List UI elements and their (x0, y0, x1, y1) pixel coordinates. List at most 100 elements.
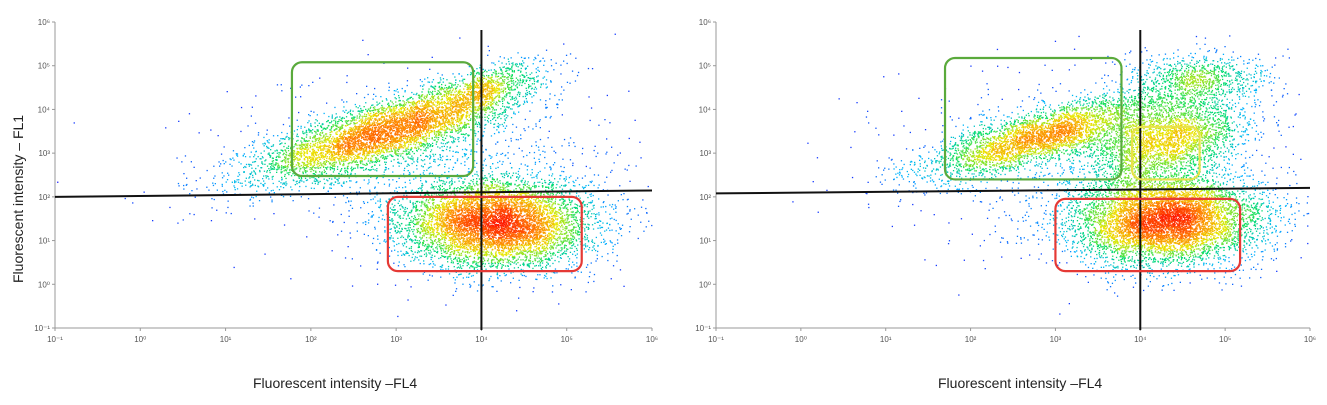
left-event-point (417, 230, 420, 233)
left-event-point (298, 144, 300, 146)
left-event-point (503, 99, 505, 101)
left-event-point (602, 189, 604, 191)
left-event-point (417, 200, 419, 203)
left-event-point (439, 266, 441, 268)
left-event-point (330, 184, 332, 186)
left-x-tick-label: 10⁵ (561, 335, 573, 344)
left-event-point (488, 75, 490, 77)
left-event-point (252, 161, 254, 163)
left-event-point (379, 205, 381, 207)
left-event-point (506, 72, 508, 74)
left-event-point (315, 178, 317, 180)
left-event-point (241, 182, 243, 184)
left-event-point (427, 145, 429, 147)
left-event-point (443, 243, 445, 246)
left-event-point (577, 223, 579, 225)
left-event-point (490, 263, 493, 265)
left-event-point (500, 258, 502, 260)
left-event-point (362, 39, 364, 41)
left-event-point (272, 168, 274, 170)
left-event-point (544, 179, 546, 182)
left-event-point (494, 114, 496, 116)
left-event-point (510, 77, 512, 79)
left-event-point (515, 98, 518, 100)
left-event-point (298, 147, 300, 149)
left-event-point (554, 203, 556, 205)
left-event-point (286, 154, 288, 156)
left-event-point (349, 173, 352, 176)
left-event-point (365, 115, 368, 117)
left-event-point (412, 207, 414, 209)
left-event-point (563, 138, 566, 141)
left-event-point (497, 122, 499, 125)
left-event-point (442, 255, 444, 257)
left-event-point (531, 77, 533, 79)
left-event-point (523, 271, 525, 273)
left-event-point (342, 164, 344, 166)
left-event-point (506, 258, 508, 260)
left-event-point (448, 182, 450, 184)
left-event-point (275, 159, 277, 161)
left-event-point (571, 234, 573, 236)
left-event-point (319, 180, 321, 183)
left-event-point (259, 171, 261, 173)
left-event-point (396, 231, 399, 234)
left-event-point (515, 172, 517, 174)
left-event-point (518, 297, 520, 299)
left-event-point (492, 118, 494, 120)
left-event-point (499, 56, 501, 58)
left-event-point (574, 80, 577, 82)
left-event-point (272, 189, 274, 191)
left-event-point (418, 210, 420, 212)
left-event-point (301, 84, 303, 86)
left-event-point (417, 208, 419, 211)
left-event-point (357, 167, 359, 169)
left-event-point (508, 83, 511, 86)
left-event-point (390, 154, 393, 156)
left-event-point (517, 266, 519, 269)
left-event-point (257, 134, 260, 136)
left-event-point (483, 183, 485, 185)
left-event-point (575, 240, 578, 242)
left-event-point (271, 157, 274, 159)
left-event-point (584, 223, 586, 226)
left-event-point (462, 283, 464, 285)
left-event-point (449, 254, 451, 256)
left-event-point (536, 257, 538, 259)
left-event-point (305, 140, 307, 142)
left-event-point (453, 141, 455, 143)
left-event-point (555, 238, 557, 240)
left-event-point (566, 81, 569, 83)
left-event-point (341, 118, 343, 120)
left-event-point (365, 223, 367, 226)
left-event-point (352, 118, 354, 120)
left-event-point (425, 155, 428, 157)
left-event-point (573, 237, 576, 239)
left-event-point (545, 182, 547, 184)
left-event-point (504, 110, 506, 113)
left-event-point (550, 186, 552, 188)
left-event-point (331, 178, 333, 180)
left-event-point (306, 145, 308, 147)
left-event-point (505, 91, 507, 93)
left-event-point (377, 154, 379, 157)
left-event-point (548, 198, 550, 200)
left-event-point (409, 238, 412, 240)
left-event-point (531, 96, 533, 98)
left-event-point (284, 157, 286, 159)
left-event-point (403, 103, 405, 106)
left-event-point (295, 96, 297, 98)
left-event-point (444, 87, 446, 89)
left-event-point (468, 134, 470, 136)
left-event-point (468, 252, 471, 254)
left-event-point (561, 198, 563, 200)
left-event-point (418, 246, 420, 248)
left-event-point (268, 147, 270, 149)
left-event-point (582, 202, 584, 204)
left-event-point (585, 192, 587, 194)
left-event-point (530, 262, 532, 264)
left-event-point (442, 249, 445, 251)
left-event-point (572, 261, 574, 263)
left-event-point (478, 122, 481, 125)
left-event-point (491, 111, 493, 113)
